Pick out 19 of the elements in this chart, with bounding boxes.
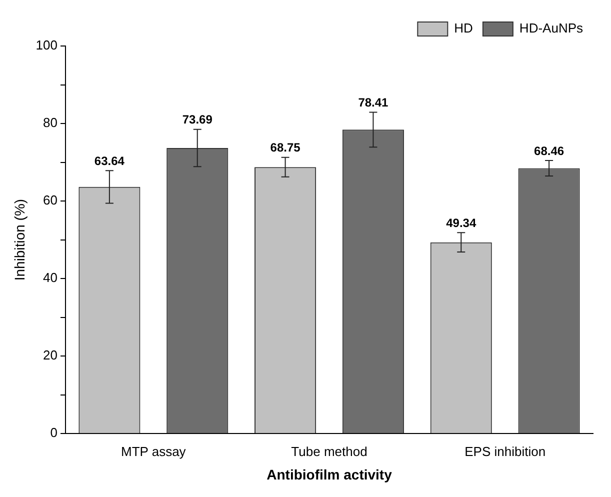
y-tick-label: 0 (50, 425, 58, 440)
y-axis-title: Inhibition (%) (11, 198, 28, 281)
x-tick-label: MTP assay (121, 444, 186, 459)
data-label: 78.41 (358, 96, 389, 110)
y-tick-label: 80 (43, 115, 58, 130)
data-label: 73.69 (182, 112, 213, 127)
data-label: 68.75 (270, 140, 301, 155)
legend-label: HD (454, 20, 473, 36)
x-axis-title: Antibiofilm activity (266, 466, 392, 482)
legend-label: HD-AuNPs (519, 20, 584, 36)
y-tick-label: 100 (36, 38, 58, 53)
data-label: 68.46 (534, 144, 564, 158)
x-tick-label: EPS inhibition (464, 444, 546, 459)
data-label: 49.34 (446, 216, 476, 230)
y-tick-label: 20 (43, 348, 58, 363)
y-tick-label: 40 (43, 270, 58, 286)
data-label: 63.64 (94, 154, 125, 168)
x-tick-label: Tube method (291, 444, 368, 459)
y-tick-label: 60 (43, 192, 58, 208)
